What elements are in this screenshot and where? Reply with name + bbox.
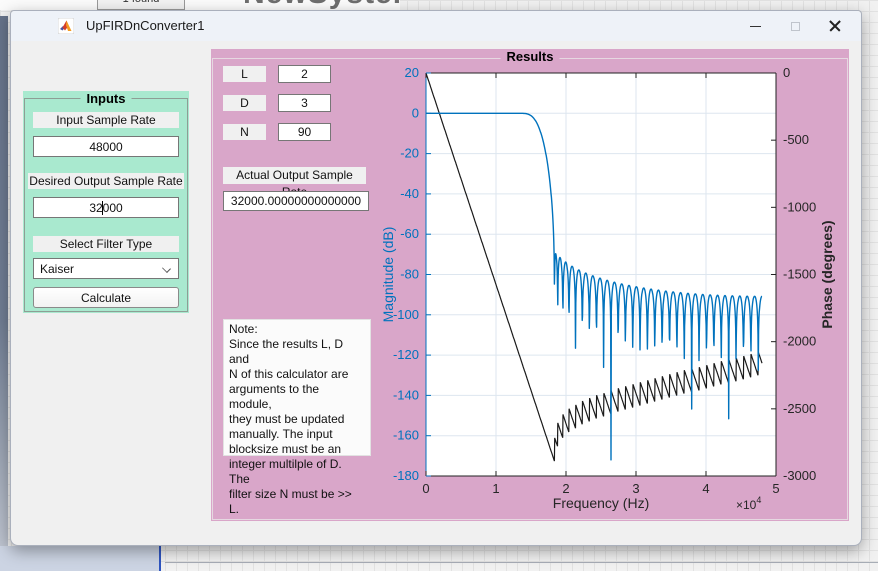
close-icon [829, 20, 841, 32]
tick-labels: 0 1 2 3 4 5 20 0 -20 -40 -60 -80 -100 -120 -140 -160 -18… [393, 65, 816, 496]
svg-text:2: 2 [562, 481, 569, 496]
svg-text:-2500: -2500 [783, 401, 816, 416]
background-window-strip: 1 found NewSystem.swd [0, 0, 400, 10]
inputs-panel: Inputs Input Sample Rate 48000 Desired O… [23, 91, 189, 313]
svg-text:0: 0 [412, 105, 419, 120]
filter-type-label: Select Filter Type [33, 236, 179, 252]
svg-text:-100: -100 [393, 307, 419, 322]
results-panel-title: Results [500, 49, 560, 64]
calculate-button[interactable]: Calculate [33, 287, 179, 308]
minimize-icon [749, 25, 761, 27]
actual-output-rate-field[interactable]: 32000.00000000000000 [223, 191, 369, 211]
chevron-down-icon [162, 264, 171, 273]
svg-text:-140: -140 [393, 387, 419, 402]
background-bottom-left-strip [0, 546, 159, 571]
svg-text:-3000: -3000 [783, 468, 816, 483]
search-found-badge: 1 found [97, 0, 185, 10]
frequency-response-plot: 0 1 2 3 4 5 20 0 -20 -40 -60 -80 -100 -120 -140 -160 -18… [380, 65, 835, 512]
left-y-axis-label: Magnitude (dB) [380, 227, 396, 323]
background-divider-line [159, 546, 161, 571]
background-document-title: NewSystem.swd [243, 0, 400, 10]
actual-output-rate-label: Actual Output Sample Rate [223, 167, 366, 199]
found-label: 1 found [123, 0, 160, 5]
svg-text:-120: -120 [393, 347, 419, 362]
results-panel: 0 1 2 3 4 5 20 0 -20 -40 -60 -80 -100 -120 -140 -160 -18… [211, 49, 849, 521]
maximize-icon [790, 21, 800, 31]
filter-type-dropdown[interactable]: Kaiser [33, 258, 179, 279]
param-l-label: L [223, 66, 266, 82]
matlab-icon [58, 18, 74, 34]
param-n-field[interactable]: 90 [278, 123, 331, 141]
param-n-label: N [223, 124, 266, 140]
tick-marks [425, 72, 777, 477]
param-d-label: D [223, 95, 266, 111]
svg-text:5: 5 [772, 481, 779, 496]
svg-text:3: 3 [632, 481, 639, 496]
close-button[interactable] [815, 11, 855, 41]
svg-text:-20: -20 [400, 146, 419, 161]
x-axis-label: Frequency (Hz) [553, 495, 649, 511]
input-sample-rate-label: Input Sample Rate [33, 112, 179, 128]
svg-text:-40: -40 [400, 186, 419, 201]
svg-text:-1500: -1500 [783, 267, 816, 282]
param-l-field[interactable]: 2 [278, 65, 331, 83]
desired-output-rate-label: Desired Output Sample Rate [28, 173, 184, 189]
background-canvas-edge [165, 562, 878, 563]
magnitude-response-line [425, 112, 763, 461]
upfirdn-converter-window: UpFIRDnConverter1 Inputs Input Sample Ra… [10, 10, 862, 546]
desired-output-rate-value: 32000 [89, 200, 123, 215]
svg-text:1: 1 [492, 481, 499, 496]
svg-text:-80: -80 [400, 267, 419, 282]
desired-output-rate-field[interactable]: 32000 [33, 197, 179, 218]
note-text: Note: Since the results L, D and N of th… [223, 319, 371, 516]
svg-text:-1000: -1000 [783, 199, 816, 214]
param-d-field[interactable]: 3 [278, 94, 331, 112]
svg-text:20: 20 [405, 65, 419, 80]
svg-text:-500: -500 [783, 132, 809, 147]
x-axis-multiplier: ×104 [736, 495, 761, 512]
filter-type-value: Kaiser [40, 261, 75, 276]
inputs-panel-title: Inputs [80, 91, 132, 106]
text-cursor [102, 201, 103, 215]
svg-text:0: 0 [422, 481, 429, 496]
maximize-button[interactable] [775, 11, 815, 41]
input-sample-rate-field[interactable]: 48000 [33, 136, 179, 157]
phase-response-line [425, 72, 763, 462]
svg-text:0: 0 [783, 65, 790, 80]
svg-text:-60: -60 [400, 226, 419, 241]
background-left-panel-edge [0, 16, 8, 571]
svg-text:-160: -160 [393, 428, 419, 443]
minimize-button[interactable] [735, 11, 775, 41]
svg-text:-2000: -2000 [783, 334, 816, 349]
svg-text:4: 4 [702, 481, 709, 496]
window-titlebar[interactable]: UpFIRDnConverter1 [11, 11, 861, 41]
right-y-axis-label: Phase (degrees) [819, 220, 835, 328]
svg-text:-180: -180 [393, 468, 419, 483]
window-title: UpFIRDnConverter1 [86, 18, 205, 33]
